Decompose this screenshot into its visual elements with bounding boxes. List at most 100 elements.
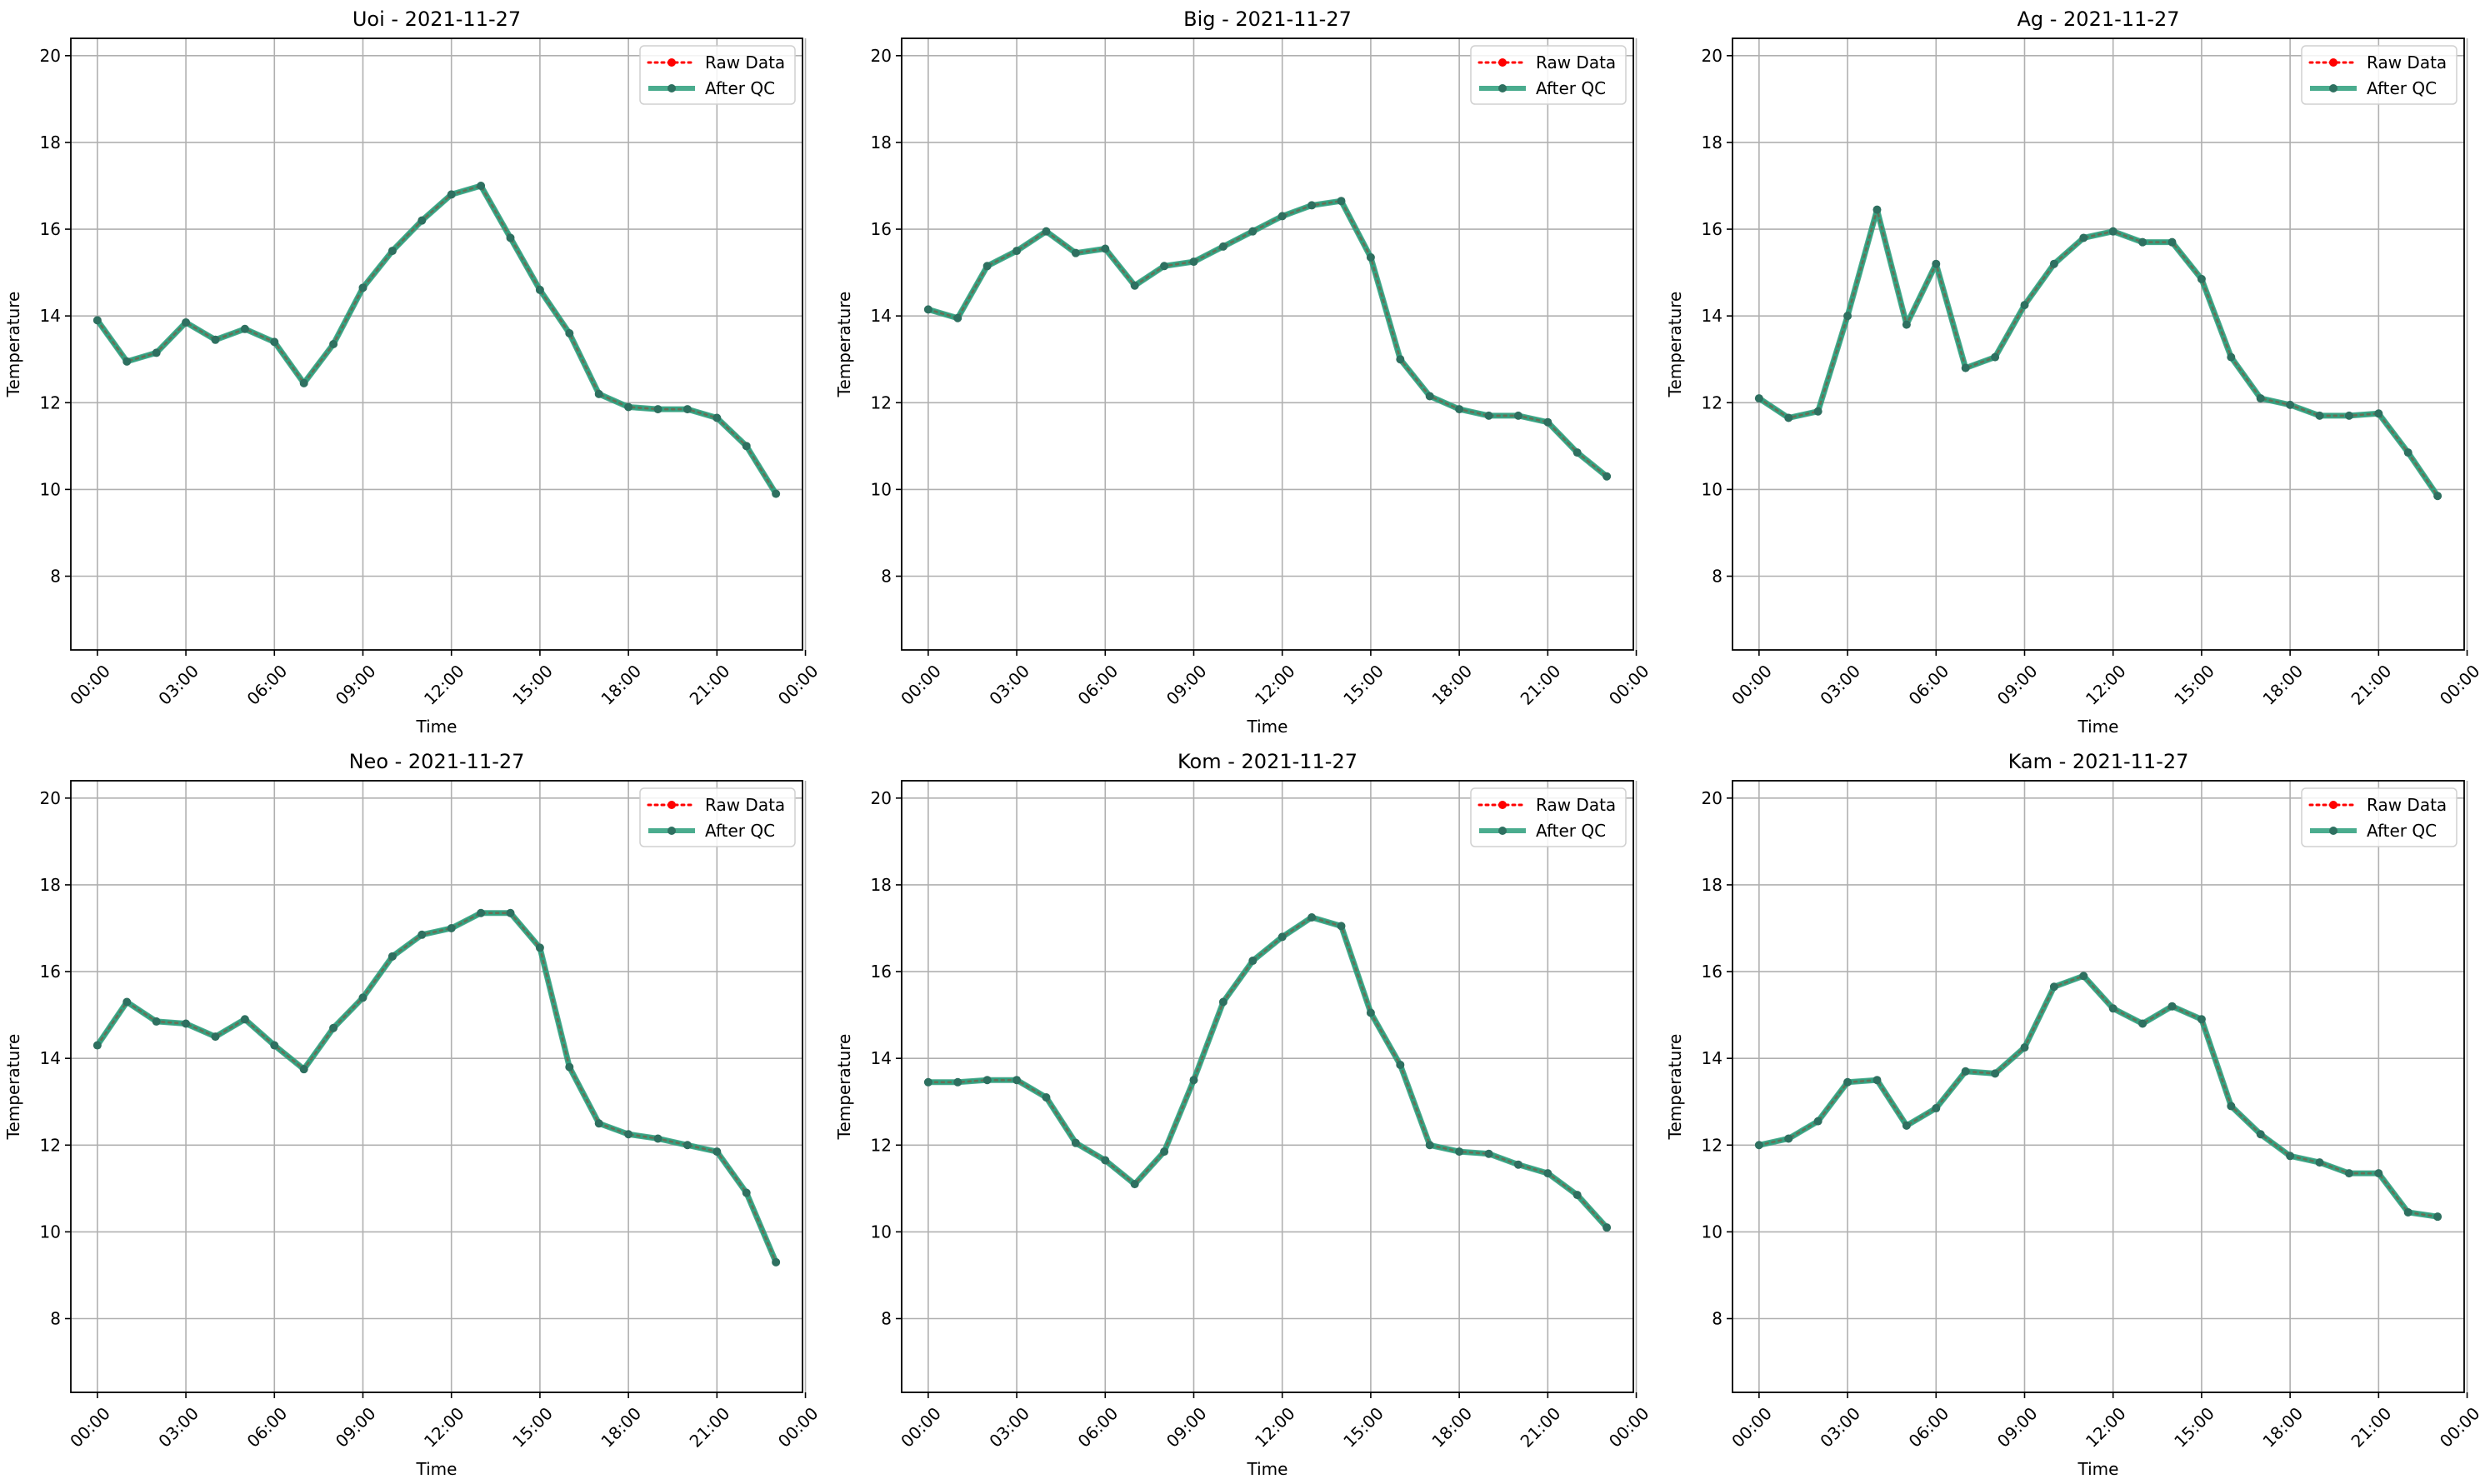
x-tick-label: 15:00 (2170, 1403, 2218, 1452)
data-point (1042, 227, 1051, 236)
data-point (1130, 1180, 1139, 1189)
data-point (506, 908, 515, 917)
data-point (653, 1134, 662, 1143)
data-point (2197, 1015, 2206, 1024)
data-point (1218, 242, 1228, 251)
y-tick-label: 12 (40, 392, 61, 412)
y-axis-label: Temperature (3, 292, 23, 398)
data-point (624, 1130, 633, 1139)
data-point (1396, 1060, 1405, 1069)
data-point (329, 340, 338, 348)
data-point (1071, 248, 1080, 257)
legend-marker-after-qc (1498, 827, 1507, 835)
data-point (953, 1077, 962, 1087)
y-tick-label: 16 (40, 962, 61, 982)
y-tick-label: 10 (40, 479, 61, 499)
y-tick-label: 18 (1702, 875, 1722, 895)
data-point (182, 1019, 191, 1028)
x-axis-label: Time (416, 1459, 458, 1479)
legend: Raw Data After QC (1470, 787, 1627, 847)
y-tick-label: 14 (871, 306, 892, 326)
legend-label-raw-data: Raw Data (2367, 52, 2447, 72)
series-line-after-qc (925, 914, 1610, 1231)
data-point (1160, 262, 1169, 271)
x-tick-label: 21:00 (2348, 661, 2396, 709)
y-tick-label: 20 (1702, 788, 1722, 808)
data-point (1337, 922, 1346, 931)
x-tick-label: 06:00 (243, 661, 292, 709)
data-point (1602, 472, 1612, 481)
x-tick-label: 00:00 (774, 661, 822, 709)
series-line-after-qc (94, 910, 779, 1266)
data-point (122, 357, 132, 366)
data-point (1513, 411, 1522, 420)
legend: Raw Data After QC (2301, 787, 2458, 847)
series-line-raw-data (1758, 974, 2439, 1218)
y-axis-label: Temperature (834, 1034, 854, 1141)
legend-label-after-qc: After QC (1536, 821, 1606, 841)
data-point (2315, 411, 2324, 420)
data-point (1543, 1169, 1552, 1178)
data-point (1784, 1134, 1793, 1143)
x-tick-label: 12:00 (2082, 661, 2130, 709)
data-point (418, 930, 427, 939)
data-point (923, 305, 932, 314)
y-tick-label: 10 (871, 1222, 892, 1242)
axes-frame (70, 780, 803, 1393)
data-point (1602, 1223, 1612, 1232)
data-point (594, 1119, 603, 1128)
data-point (1961, 1067, 1970, 1076)
legend: Raw Data After QC (639, 787, 796, 847)
data-point (2108, 1004, 2118, 1013)
legend-marker-after-qc (2329, 84, 2338, 92)
data-point (2403, 1207, 2412, 1217)
x-axis-label: Time (1247, 717, 1288, 737)
x-tick-label: 00:00 (1605, 1403, 1653, 1452)
data-point (418, 216, 427, 225)
data-point (2138, 237, 2148, 247)
x-tick-label: 06:00 (1074, 1403, 1122, 1452)
data-point (92, 1041, 102, 1050)
data-point (1101, 244, 1110, 253)
data-point (358, 283, 368, 292)
legend-label-raw-data: Raw Data (1536, 52, 1616, 72)
series-line-after-qc-overlay (95, 183, 778, 495)
data-point (1308, 201, 1317, 210)
x-axis-label: Time (416, 717, 458, 737)
subplot-5: 8 10 12 14 16 18 20 00:00 03:00 06:00 09:00 12:00 15… (1665, 750, 2484, 1479)
x-tick-label: 21:00 (686, 661, 734, 709)
data-point (299, 378, 308, 387)
y-tick-label: 10 (871, 479, 892, 499)
chart-title: Kam - 2021-11-27 (2008, 750, 2189, 773)
data-point (2138, 1019, 2148, 1028)
data-point (1932, 1104, 1941, 1113)
data-point (1366, 1008, 1375, 1017)
legend: Raw Data After QC (639, 45, 796, 105)
x-tick-label: 00:00 (774, 1403, 822, 1452)
x-tick-label: 03:00 (154, 1403, 202, 1452)
data-point (1543, 417, 1552, 427)
data-point (182, 317, 191, 327)
data-point (1278, 212, 1287, 221)
data-point (2079, 972, 2088, 981)
data-point (2374, 1169, 2383, 1178)
data-point (2049, 259, 2058, 268)
data-point (2168, 1002, 2177, 1011)
chart-title: Uoi - 2021-11-27 (352, 7, 521, 31)
y-tick-label: 8 (50, 1309, 61, 1329)
series-line-after-qc (94, 182, 779, 497)
data-point (2227, 1102, 2236, 1111)
x-tick-label: 09:00 (1162, 661, 1211, 709)
y-tick-label: 14 (871, 1048, 892, 1068)
data-point (1130, 281, 1139, 290)
data-point (299, 1065, 308, 1074)
x-tick-label: 00:00 (897, 661, 945, 709)
data-point (2286, 1152, 2295, 1161)
y-tick-label: 16 (40, 219, 61, 239)
data-point (2344, 1169, 2353, 1178)
data-point (982, 1076, 992, 1085)
legend-label-raw-data: Raw Data (2367, 795, 2447, 815)
legend-marker-after-qc (668, 84, 676, 92)
legend: Raw Data After QC (1470, 45, 1627, 105)
data-point (1278, 932, 1287, 942)
